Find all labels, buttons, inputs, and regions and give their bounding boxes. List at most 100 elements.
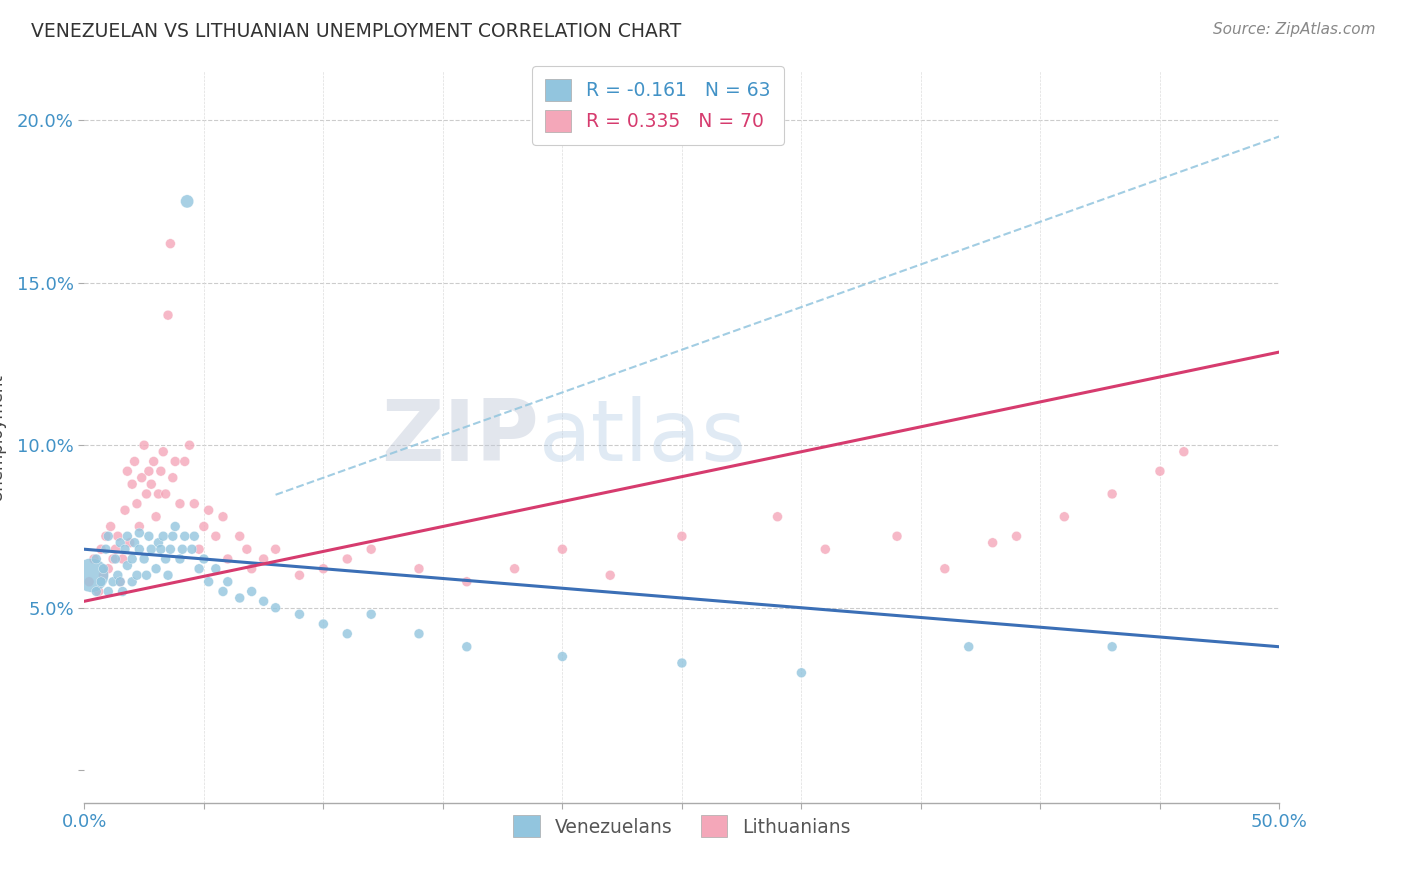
Point [193, 519, 215, 533]
Point [253, 594, 276, 608]
Point [173, 529, 195, 543]
Point [157, 568, 180, 582]
Point [111, 552, 134, 566]
Point [360, 607, 382, 622]
Point [240, 584, 263, 599]
Text: atlas: atlas [538, 395, 747, 479]
Point [148, 535, 170, 549]
Point [107, 529, 129, 543]
Point [1005, 529, 1028, 543]
Point [183, 497, 205, 511]
Point [117, 558, 139, 573]
Point [141, 542, 163, 557]
Point [671, 656, 693, 670]
Point [172, 542, 194, 557]
Point [456, 574, 478, 589]
Point [90, 542, 112, 557]
Point [312, 617, 335, 632]
Point [205, 529, 228, 543]
Point [94, 542, 117, 557]
Point [141, 477, 163, 491]
Point [981, 535, 1004, 549]
Point [97, 562, 120, 576]
Point [135, 568, 157, 582]
Point [128, 526, 150, 541]
Point [107, 568, 129, 582]
Point [114, 503, 136, 517]
Point [176, 194, 198, 209]
Text: VENEZUELAN VS LITHUANIAN UNEMPLOYMENT CORRELATION CHART: VENEZUELAN VS LITHUANIAN UNEMPLOYMENT CO… [31, 22, 681, 41]
Point [236, 542, 259, 557]
Point [132, 438, 156, 452]
Point [117, 529, 139, 543]
Point [197, 574, 219, 589]
Point [142, 454, 165, 468]
Point [1101, 487, 1123, 501]
Point [169, 497, 191, 511]
Point [179, 438, 201, 452]
Point [1101, 640, 1123, 654]
Point [165, 454, 187, 468]
Point [148, 487, 170, 501]
Point [124, 535, 146, 549]
Point [240, 562, 263, 576]
Point [360, 542, 382, 557]
Point [83, 552, 105, 566]
Point [193, 552, 215, 566]
Point [188, 542, 211, 557]
Point [114, 542, 136, 557]
Point [957, 640, 980, 654]
Point [104, 542, 127, 557]
Point [110, 574, 132, 589]
Point [408, 562, 430, 576]
Point [131, 471, 153, 485]
Legend: Venezuelans, Lithuanians: Venezuelans, Lithuanians [506, 808, 858, 845]
Point [117, 464, 139, 478]
Point [145, 562, 167, 576]
Point [93, 562, 115, 576]
Point [110, 574, 132, 589]
Point [886, 529, 908, 543]
Point [551, 649, 574, 664]
Point [121, 552, 143, 566]
Point [1173, 444, 1195, 458]
Point [264, 542, 287, 557]
Point [145, 509, 167, 524]
Point [162, 471, 184, 485]
Point [157, 308, 180, 322]
Point [125, 497, 148, 511]
Point [159, 542, 181, 557]
Point [336, 552, 359, 566]
Point [1053, 509, 1076, 524]
Point [124, 454, 146, 468]
Point [212, 509, 235, 524]
Point [229, 529, 252, 543]
Point [253, 552, 276, 566]
Point [104, 552, 127, 566]
Point [149, 464, 172, 478]
Point [118, 535, 141, 549]
Point [599, 568, 621, 582]
Point [93, 568, 115, 582]
Point [155, 552, 177, 566]
Point [135, 487, 157, 501]
Point [173, 454, 195, 468]
Point [111, 584, 134, 599]
Point [101, 552, 124, 566]
Point [181, 542, 204, 557]
Point [336, 626, 359, 640]
Point [456, 640, 478, 654]
Point [1149, 464, 1171, 478]
Point [128, 542, 150, 557]
Point [90, 574, 112, 589]
Point [212, 584, 235, 599]
Point [229, 591, 252, 605]
Point [138, 529, 160, 543]
Point [128, 519, 150, 533]
Point [934, 562, 956, 576]
Point [155, 487, 177, 501]
Point [149, 542, 172, 557]
Point [288, 568, 311, 582]
Text: ZIP: ZIP [381, 395, 538, 479]
Point [312, 562, 335, 576]
